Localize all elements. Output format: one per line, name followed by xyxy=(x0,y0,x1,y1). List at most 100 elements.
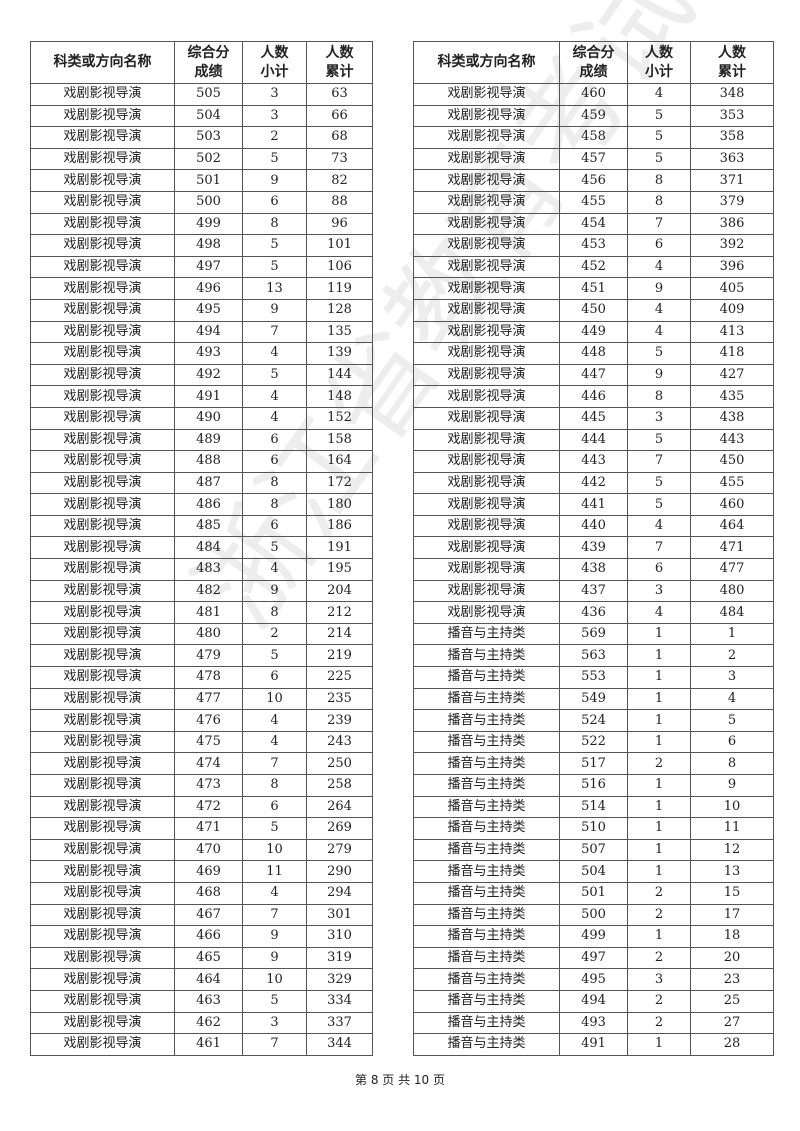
cumulative-cell: 460 xyxy=(690,493,774,516)
table-row: 戏剧影视导演 490 4 152 xyxy=(30,406,373,430)
table-row: 播音与主持类 494 2 25 xyxy=(413,989,774,1013)
table-row: 播音与主持类 491 1 28 xyxy=(413,1033,774,1056)
category-cell: 戏剧影视导演 xyxy=(30,903,175,927)
header-cumulative-cell: 人数 累计 xyxy=(690,41,774,84)
table-row: 戏剧影视导演 488 6 164 xyxy=(30,450,373,473)
table-row: 戏剧影视导演 486 8 180 xyxy=(30,493,373,516)
count-cell: 1 xyxy=(627,860,691,883)
category-cell: 戏剧影视导演 xyxy=(30,817,175,840)
score-cell: 524 xyxy=(559,709,628,732)
cumulative-cell: 164 xyxy=(306,450,373,473)
cumulative-cell: 279 xyxy=(306,838,373,862)
score-cell: 514 xyxy=(559,795,628,819)
cumulative-cell: 25 xyxy=(690,989,774,1013)
count-cell: 9 xyxy=(627,277,691,300)
category-cell: 戏剧影视导演 xyxy=(30,774,175,797)
score-cell: 563 xyxy=(559,644,628,668)
category-cell: 戏剧影视导演 xyxy=(413,536,560,560)
score-cell: 507 xyxy=(559,838,628,862)
table-row: 播音与主持类 500 2 17 xyxy=(413,903,774,927)
score-cell: 553 xyxy=(559,666,628,689)
table-row: 戏剧影视导演 445 3 438 xyxy=(413,406,774,430)
table-row: 戏剧影视导演 468 4 294 xyxy=(30,881,373,905)
category-cell: 戏剧影视导演 xyxy=(413,601,560,624)
cumulative-cell: 66 xyxy=(306,104,373,128)
score-cell: 479 xyxy=(174,644,243,668)
cumulative-cell: 9 xyxy=(690,774,774,797)
category-cell: 戏剧影视导演 xyxy=(30,363,175,387)
count-cell: 1 xyxy=(627,817,691,840)
category-cell: 戏剧影视导演 xyxy=(413,83,560,106)
category-cell: 戏剧影视导演 xyxy=(413,234,560,257)
table-row: 戏剧影视导演 478 6 225 xyxy=(30,666,373,689)
score-cell: 522 xyxy=(559,730,628,754)
table-header: 科类或方向名称 综合分 成绩 人数 小计 人数 累计 xyxy=(30,41,373,84)
category-cell: 播音与主持类 xyxy=(413,838,560,862)
count-cell: 5 xyxy=(242,363,307,387)
category-cell: 戏剧影视导演 xyxy=(30,795,175,819)
count-cell: 9 xyxy=(242,169,307,192)
category-cell: 播音与主持类 xyxy=(413,622,560,646)
count-cell: 9 xyxy=(242,579,307,603)
page-footer: 第 8 页 共 10 页 xyxy=(355,1073,445,1087)
score-cell: 484 xyxy=(174,536,243,560)
table-row: 戏剧影视导演 472 6 264 xyxy=(30,795,373,819)
count-cell: 7 xyxy=(627,536,691,560)
cumulative-cell: 17 xyxy=(690,903,774,927)
score-cell: 498 xyxy=(174,234,243,257)
score-cell: 473 xyxy=(174,774,243,797)
category-cell: 戏剧影视导演 xyxy=(413,255,560,279)
cumulative-cell: 158 xyxy=(306,428,373,452)
count-cell: 7 xyxy=(627,450,691,473)
table-row: 戏剧影视导演 462 3 337 xyxy=(30,1011,373,1035)
count-cell: 8 xyxy=(242,493,307,516)
count-cell: 4 xyxy=(627,298,691,322)
category-cell: 播音与主持类 xyxy=(413,881,560,905)
table-row: 播音与主持类 495 3 23 xyxy=(413,968,774,991)
category-cell: 戏剧影视导演 xyxy=(413,277,560,300)
category-cell: 戏剧影视导演 xyxy=(30,234,175,257)
category-cell: 戏剧影视导演 xyxy=(30,385,175,408)
category-cell: 戏剧影视导演 xyxy=(30,320,175,344)
count-cell: 6 xyxy=(627,558,691,581)
category-cell: 戏剧影视导演 xyxy=(30,190,175,214)
count-cell: 13 xyxy=(242,277,307,300)
score-cell: 453 xyxy=(559,234,628,257)
count-cell: 1 xyxy=(627,622,691,646)
category-cell: 戏剧影视导演 xyxy=(30,730,175,754)
count-cell: 1 xyxy=(627,795,691,819)
score-cell: 549 xyxy=(559,687,628,711)
table-row: 戏剧影视导演 461 7 344 xyxy=(30,1033,373,1056)
score-cell: 488 xyxy=(174,450,243,473)
score-cell: 493 xyxy=(174,342,243,365)
cumulative-cell: 128 xyxy=(306,298,373,322)
cumulative-cell: 152 xyxy=(306,406,373,430)
score-cell: 491 xyxy=(174,385,243,408)
cumulative-cell: 186 xyxy=(306,514,373,538)
score-cell: 489 xyxy=(174,428,243,452)
cumulative-cell: 235 xyxy=(306,687,373,711)
table-row: 戏剧影视导演 441 5 460 xyxy=(413,493,774,516)
category-cell: 戏剧影视导演 xyxy=(30,493,175,516)
score-cell: 451 xyxy=(559,277,628,300)
score-cell: 459 xyxy=(559,104,628,128)
count-cell: 2 xyxy=(627,989,691,1013)
table-row: 戏剧影视导演 459 5 353 xyxy=(413,104,774,128)
header-count-cell: 人数 小计 xyxy=(627,41,691,84)
table-row: 播音与主持类 514 1 10 xyxy=(413,795,774,819)
cumulative-cell: 191 xyxy=(306,536,373,560)
score-cell: 461 xyxy=(174,1033,243,1056)
count-cell: 5 xyxy=(242,536,307,560)
category-cell: 播音与主持类 xyxy=(413,968,560,991)
table-row: 播音与主持类 507 1 12 xyxy=(413,838,774,862)
cumulative-cell: 219 xyxy=(306,644,373,668)
cumulative-cell: 13 xyxy=(690,860,774,883)
score-cell: 469 xyxy=(174,860,243,883)
count-cell: 5 xyxy=(627,471,691,495)
score-cell: 454 xyxy=(559,212,628,236)
table-row: 播音与主持类 563 1 2 xyxy=(413,644,774,668)
category-cell: 戏剧影视导演 xyxy=(30,666,175,689)
score-cell: 463 xyxy=(174,989,243,1013)
cumulative-cell: 135 xyxy=(306,320,373,344)
table-row: 戏剧影视导演 480 2 214 xyxy=(30,622,373,646)
